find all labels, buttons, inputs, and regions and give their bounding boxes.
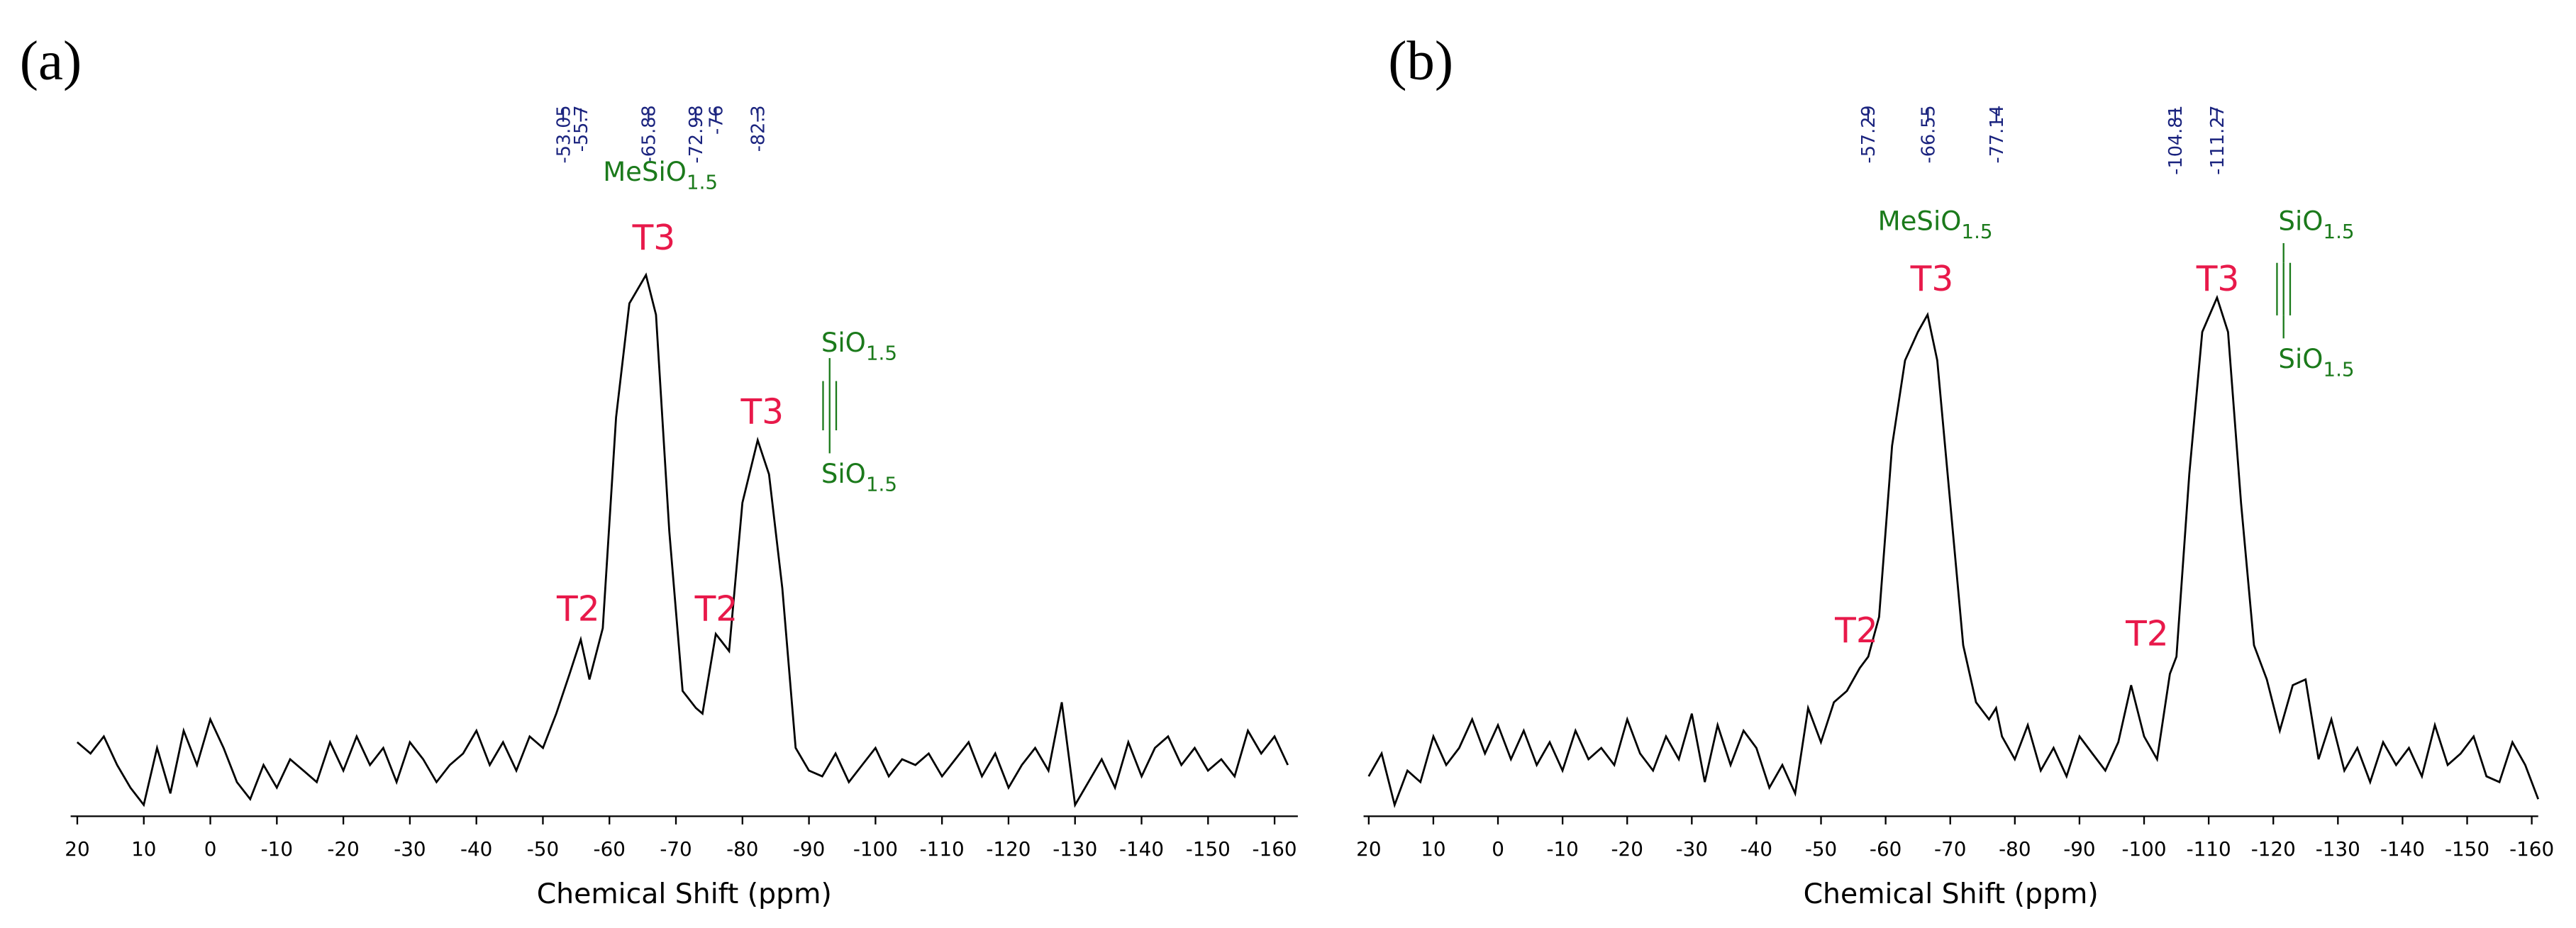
x-tick-label: -140 xyxy=(1119,837,1164,861)
x-tick-label: -20 xyxy=(327,837,359,861)
peak-label: -57.29 xyxy=(1858,105,1880,163)
annotation: T2 xyxy=(1834,611,1878,651)
x-tick-label: 10 xyxy=(1421,837,1445,861)
peak-label: -66.55 xyxy=(1919,105,1940,163)
peak-label: -55.7 xyxy=(571,105,592,152)
annotation-text: T2 xyxy=(556,590,600,630)
x-tick-label: -10 xyxy=(261,837,293,861)
x-tick-label: -120 xyxy=(986,837,1031,861)
peak-label: -111.27 xyxy=(2207,105,2228,174)
annotation-text: SiO xyxy=(2278,344,2323,374)
x-tick-label: -110 xyxy=(920,837,965,861)
peak-label: -53.05 xyxy=(553,105,574,163)
x-tick-label: 20 xyxy=(65,837,89,861)
annotation: SiO1.5 xyxy=(2278,344,2354,381)
annotation-subscript: 1.5 xyxy=(687,171,718,194)
x-tick-label: -30 xyxy=(394,837,426,861)
x-tick-label: -130 xyxy=(2316,837,2360,861)
x-tick-label: -50 xyxy=(527,837,559,861)
x-tick-label: -90 xyxy=(2063,837,2095,861)
x-tick-label: -160 xyxy=(2509,837,2554,861)
annotation-text: T3 xyxy=(632,218,676,258)
x-tick-label: -150 xyxy=(2445,837,2489,861)
annotation-text: T3 xyxy=(2196,259,2240,299)
triple-bond xyxy=(2276,242,2292,339)
x-tick-label: -150 xyxy=(1186,837,1231,861)
x-tick-label: -120 xyxy=(2251,837,2296,861)
x-tick-label: -20 xyxy=(1611,837,1643,861)
x-tick-label: -70 xyxy=(660,837,692,861)
x-tick-label: -110 xyxy=(2187,837,2231,861)
triple-bond xyxy=(822,358,838,454)
x-tick-label: -140 xyxy=(2380,837,2425,861)
annotation: SiO1.5 xyxy=(2278,206,2354,243)
annotation-subscript: 1.5 xyxy=(866,341,897,364)
peak-label: -76 xyxy=(706,105,728,135)
annotation-text: SiO xyxy=(2278,206,2323,236)
annotation: SiO1.5 xyxy=(821,328,897,365)
annotation-text: MeSiO xyxy=(1878,206,1962,236)
x-tick-label: -30 xyxy=(1676,837,1708,861)
x-tick-label: -80 xyxy=(1999,837,2031,861)
annotation-text: SiO xyxy=(821,328,866,358)
x-tick-label: -40 xyxy=(460,837,492,861)
panel-label: (b) xyxy=(1388,30,1453,91)
x-tick-label: 0 xyxy=(1492,837,1504,861)
annotation: T3 xyxy=(632,218,676,258)
x-tick-label: 20 xyxy=(1356,837,1381,861)
annotation: MeSiO1.5 xyxy=(603,157,718,194)
x-tick-label: -90 xyxy=(793,837,825,861)
annotation: T3 xyxy=(2196,259,2240,299)
x-axis-title: Chemical Shift (ppm) xyxy=(1804,878,2099,910)
annotation-text: MeSiO xyxy=(603,157,687,187)
annotation-subscript: 1.5 xyxy=(2323,220,2354,243)
x-tick-label: -70 xyxy=(1934,837,1966,861)
annotation-text: T2 xyxy=(694,590,738,630)
annotation: T3 xyxy=(740,393,784,432)
annotation-text: SiO xyxy=(821,459,866,489)
annotation: T2 xyxy=(2125,614,2169,654)
peak-label: -65.88 xyxy=(639,105,660,163)
annotation-text: T3 xyxy=(1910,259,1954,299)
x-tick-label: 10 xyxy=(131,837,156,861)
annotation: MeSiO1.5 xyxy=(1878,206,1993,243)
x-tick-label: -100 xyxy=(2121,837,2166,861)
x-tick-label: -50 xyxy=(1805,837,1837,861)
annotation-subscript: 1.5 xyxy=(866,473,897,496)
x-tick-label: -130 xyxy=(1053,837,1097,861)
annotation: T3 xyxy=(1910,259,1954,299)
peak-label: -104.81 xyxy=(2165,105,2187,174)
spectrum-line xyxy=(76,272,1289,808)
annotation-text: T2 xyxy=(2125,614,2169,654)
x-tick-label: -160 xyxy=(1253,837,1297,861)
x-tick-label: -10 xyxy=(1546,837,1578,861)
peak-label: -82.3 xyxy=(748,105,770,152)
annotation-subscript: 1.5 xyxy=(1961,220,1992,243)
x-tick-label: -60 xyxy=(594,837,626,861)
x-tick-label: 0 xyxy=(204,837,217,861)
annotation-text: T3 xyxy=(740,393,784,432)
x-tick-label: -100 xyxy=(853,837,898,861)
spectrum-line xyxy=(1367,294,2540,809)
peak-label: -77.14 xyxy=(1987,105,2008,163)
annotation-subscript: 1.5 xyxy=(2323,358,2354,381)
x-tick-label: -80 xyxy=(726,837,758,861)
x-tick-label: -60 xyxy=(1870,837,1902,861)
x-axis-title: Chemical Shift (ppm) xyxy=(537,878,832,910)
annotation: T2 xyxy=(556,590,600,630)
x-tick-label: -40 xyxy=(1741,837,1772,861)
peak-label: -72.98 xyxy=(686,105,707,163)
panel-label: (a) xyxy=(20,30,82,91)
annotation: T2 xyxy=(694,590,738,630)
annotation: SiO1.5 xyxy=(821,459,897,496)
annotation-text: T2 xyxy=(1834,611,1878,651)
